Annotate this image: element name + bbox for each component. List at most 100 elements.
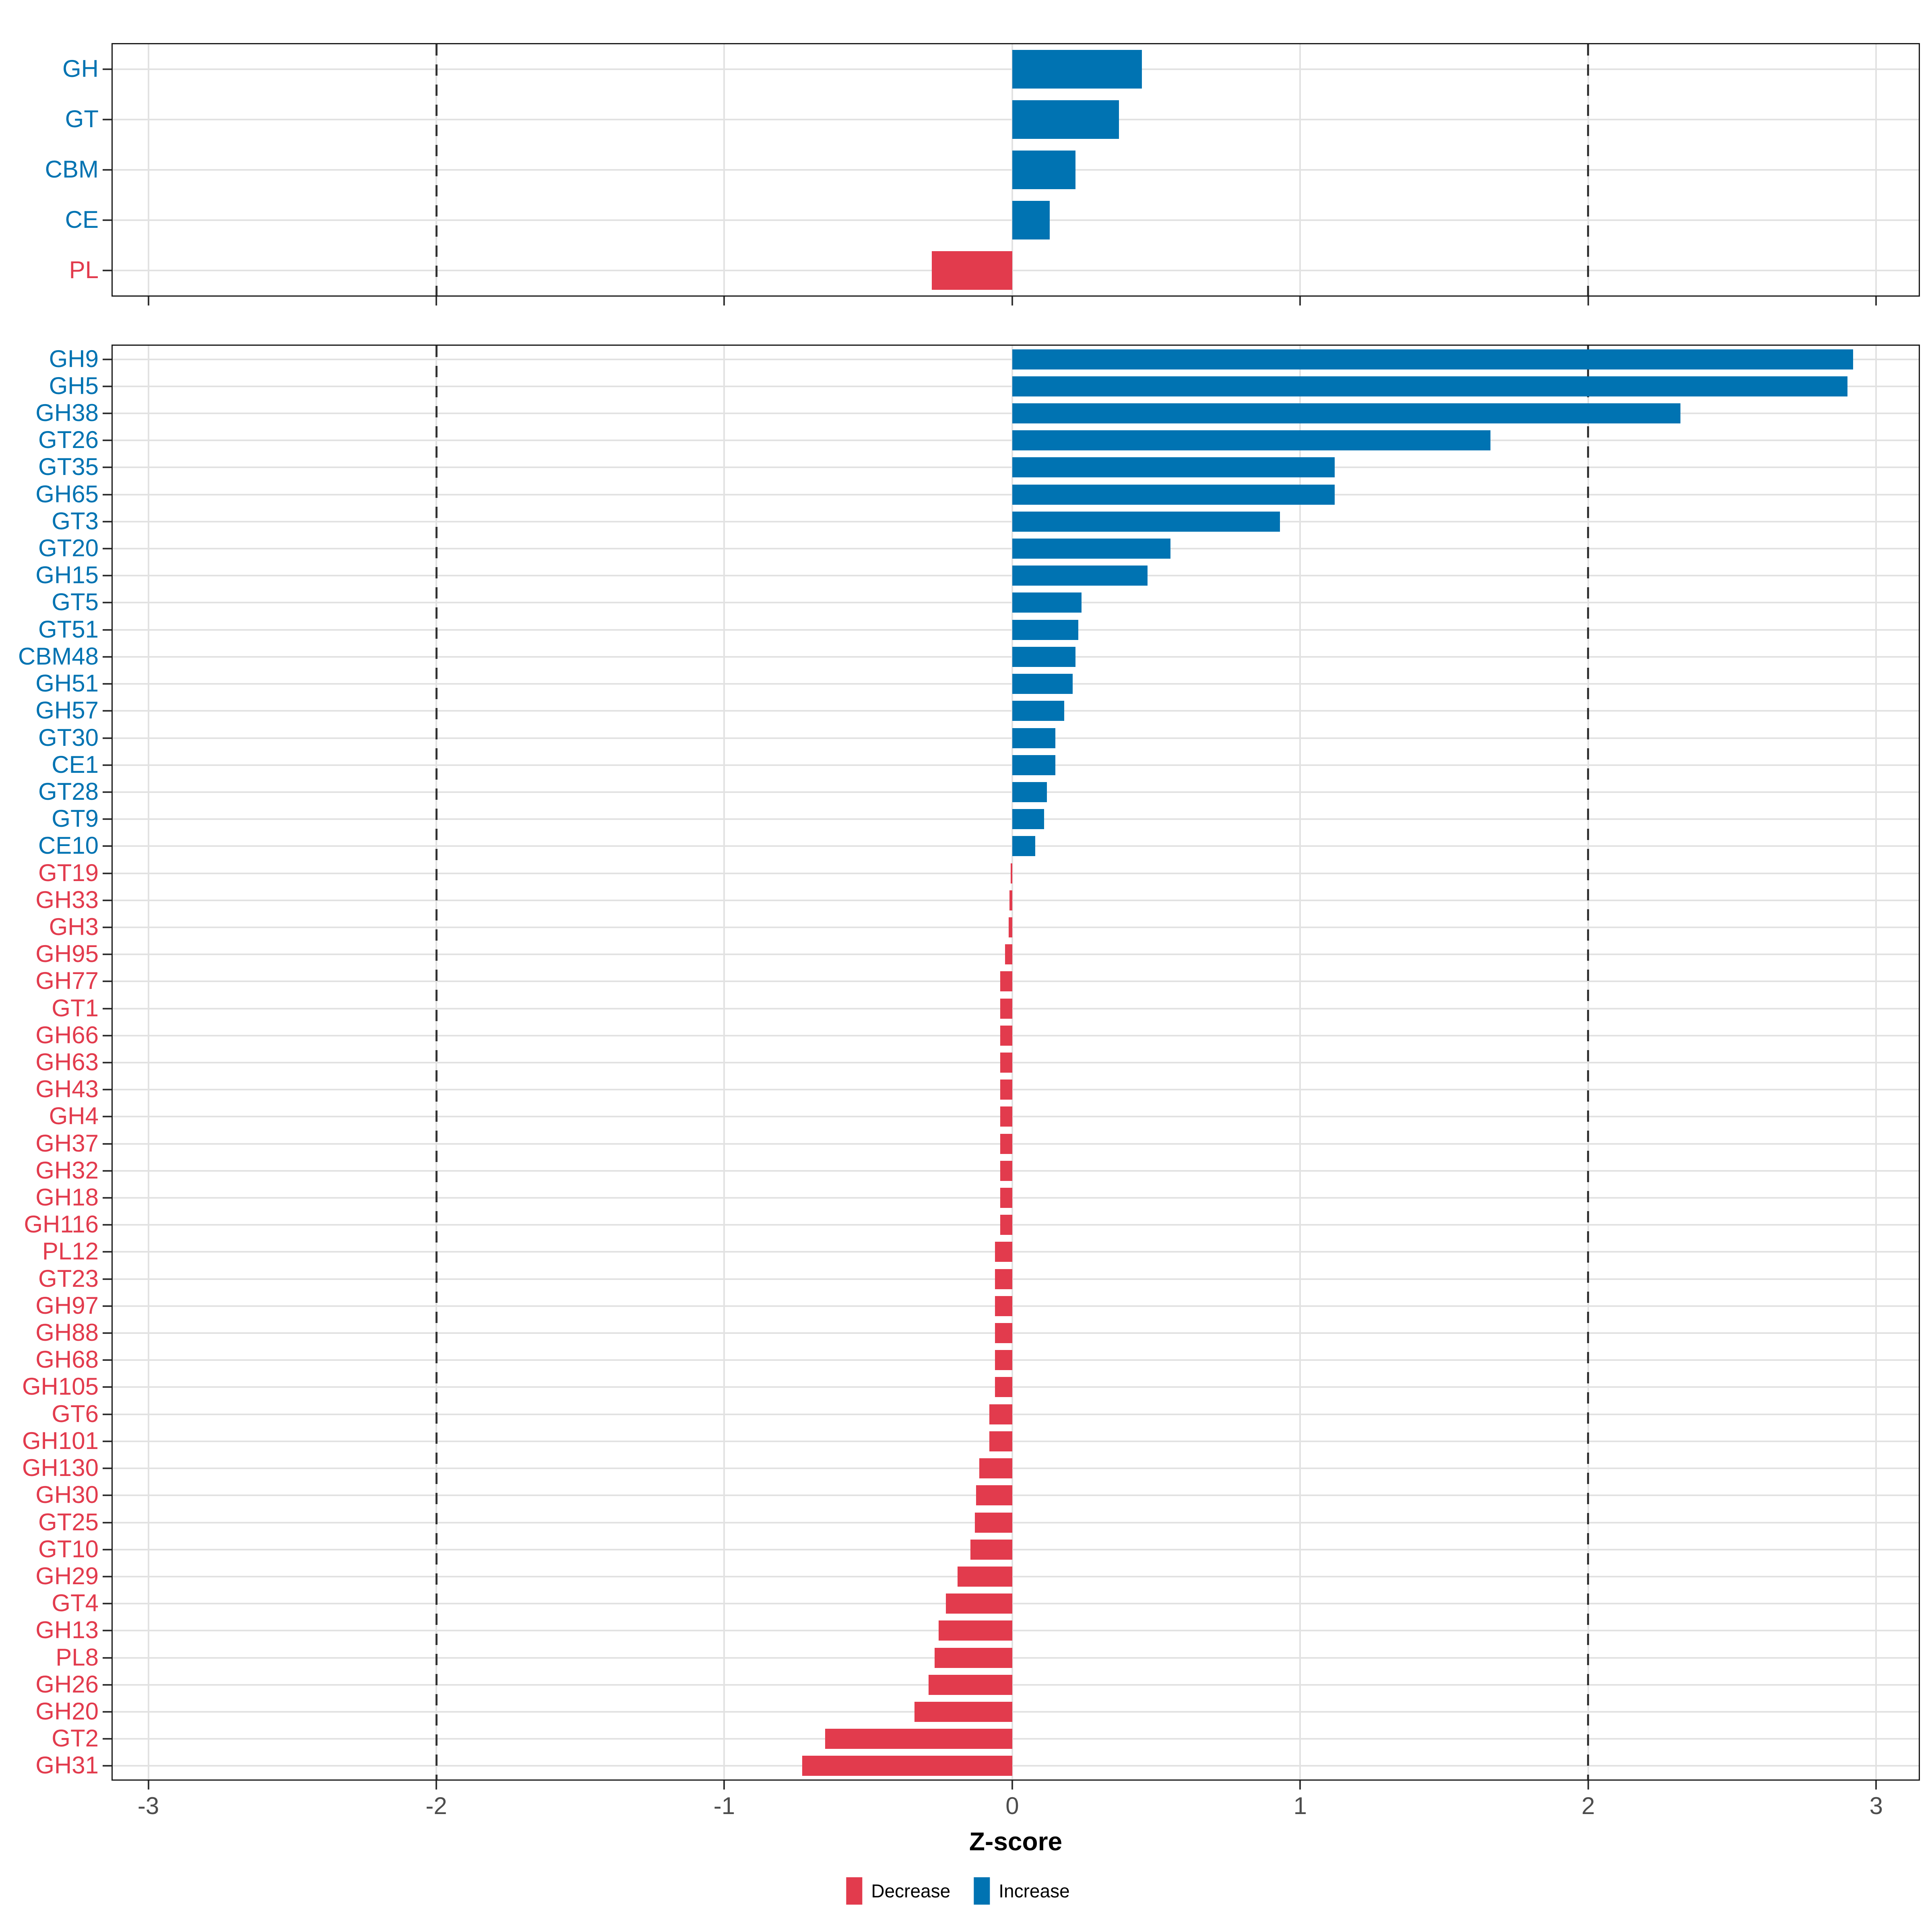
y-axis-tick bbox=[103, 1521, 111, 1523]
bar-GH68 bbox=[995, 1350, 1012, 1371]
horizontal-gridline bbox=[113, 1143, 1919, 1145]
panel-family-summary bbox=[111, 43, 1920, 297]
bar-GH88 bbox=[995, 1323, 1012, 1344]
x-tick-label: 3 bbox=[1869, 1792, 1883, 1819]
bar-GT10 bbox=[970, 1539, 1012, 1560]
bar-GH31 bbox=[802, 1756, 1012, 1776]
horizontal-gridline bbox=[113, 1468, 1919, 1470]
y-axis-tick bbox=[103, 602, 111, 604]
y-axis-tick bbox=[103, 1359, 111, 1361]
bar-GH18 bbox=[1000, 1188, 1012, 1208]
x-axis-tick bbox=[1011, 297, 1013, 305]
y-axis-tick bbox=[103, 1170, 111, 1172]
y-axis-tick bbox=[103, 1089, 111, 1091]
dashed-reference-line bbox=[1587, 44, 1589, 295]
horizontal-gridline bbox=[113, 1575, 1919, 1577]
y-axis-tick bbox=[103, 219, 111, 221]
horizontal-gridline bbox=[113, 1711, 1919, 1713]
horizontal-gridline bbox=[113, 1224, 1919, 1226]
bar-GH5 bbox=[1012, 376, 1847, 396]
bar-GH97 bbox=[995, 1296, 1012, 1316]
category-label-GT20: GT20 bbox=[38, 534, 99, 561]
category-label-GH29: GH29 bbox=[35, 1562, 99, 1589]
x-tick-label: -3 bbox=[137, 1792, 159, 1819]
horizontal-gridline bbox=[113, 899, 1919, 901]
legend-label-decrease: Decrease bbox=[871, 1880, 951, 1901]
bar-GT30 bbox=[1012, 728, 1056, 748]
x-axis-tick bbox=[147, 1781, 149, 1790]
horizontal-gridline bbox=[113, 1007, 1919, 1009]
bar-GH37 bbox=[1000, 1133, 1012, 1154]
bar-GH65 bbox=[1012, 484, 1335, 505]
y-axis-tick bbox=[103, 926, 111, 928]
horizontal-gridline bbox=[113, 1062, 1919, 1063]
x-axis-tick bbox=[1587, 297, 1589, 305]
y-axis-tick bbox=[103, 845, 111, 847]
category-label-GT2: GT2 bbox=[52, 1724, 99, 1752]
x-axis-tick bbox=[1011, 1781, 1013, 1790]
horizontal-gridline bbox=[113, 926, 1919, 928]
category-label-GT30: GT30 bbox=[38, 724, 99, 751]
bar-GT2 bbox=[825, 1729, 1012, 1749]
panel-subfamily-detail bbox=[111, 345, 1920, 1781]
horizontal-gridline bbox=[113, 1494, 1919, 1496]
x-axis-tick bbox=[1875, 297, 1877, 305]
horizontal-gridline bbox=[113, 872, 1919, 874]
y-axis-tick bbox=[103, 1548, 111, 1550]
x-axis-tick bbox=[147, 297, 149, 305]
horizontal-gridline bbox=[113, 1548, 1919, 1550]
category-label-GH4: GH4 bbox=[49, 1102, 99, 1130]
bar-GT9 bbox=[1012, 809, 1044, 830]
y-axis-tick bbox=[103, 710, 111, 712]
bar-GH105 bbox=[995, 1377, 1012, 1397]
y-axis-tick bbox=[103, 413, 111, 415]
bar-CE10 bbox=[1012, 836, 1036, 857]
bar-GH66 bbox=[1000, 1025, 1012, 1046]
category-label-GH33: GH33 bbox=[35, 886, 99, 913]
dashed-reference-line bbox=[1587, 346, 1589, 1779]
horizontal-gridline bbox=[113, 1738, 1919, 1740]
bar-GT3 bbox=[1012, 511, 1280, 532]
category-label-GH30: GH30 bbox=[35, 1481, 99, 1509]
category-label-GH20: GH20 bbox=[35, 1697, 99, 1725]
category-label-GH9: GH9 bbox=[49, 345, 99, 372]
category-label-GT9: GT9 bbox=[52, 805, 99, 832]
category-label-CBM48: CBM48 bbox=[18, 642, 99, 670]
category-label-GT26: GT26 bbox=[38, 426, 99, 454]
horizontal-gridline bbox=[113, 1305, 1919, 1307]
y-axis-tick bbox=[103, 980, 111, 983]
horizontal-gridline bbox=[113, 1089, 1919, 1091]
category-label-GT1: GT1 bbox=[52, 994, 99, 1022]
x-axis-title: Z-score bbox=[969, 1827, 1063, 1856]
category-label-GH3: GH3 bbox=[49, 913, 99, 940]
horizontal-gridline bbox=[113, 1251, 1919, 1253]
y-axis-tick bbox=[103, 737, 111, 739]
x-axis-tick bbox=[1587, 1781, 1589, 1790]
category-label-GH130: GH130 bbox=[22, 1454, 99, 1481]
y-axis-tick bbox=[103, 385, 111, 387]
category-label-GT25: GT25 bbox=[38, 1508, 99, 1536]
category-label-GH15: GH15 bbox=[35, 561, 99, 589]
category-label-GT10: GT10 bbox=[38, 1535, 99, 1563]
y-axis-tick bbox=[103, 1251, 111, 1253]
horizontal-gridline bbox=[113, 1684, 1919, 1686]
bar-CBM48 bbox=[1012, 646, 1076, 667]
y-axis-tick bbox=[103, 548, 111, 550]
y-axis-tick bbox=[103, 1765, 111, 1767]
category-label-GH: GH bbox=[62, 55, 99, 83]
y-axis-tick bbox=[103, 1468, 111, 1470]
y-axis-tick bbox=[103, 899, 111, 901]
y-axis-tick bbox=[103, 1630, 111, 1632]
category-label-GH32: GH32 bbox=[35, 1156, 99, 1184]
legend-label-increase: Increase bbox=[999, 1880, 1070, 1901]
horizontal-gridline bbox=[113, 1278, 1919, 1280]
x-axis-tick bbox=[436, 1781, 438, 1790]
category-label-GH18: GH18 bbox=[35, 1183, 99, 1211]
bar-GH116 bbox=[1000, 1215, 1012, 1235]
category-label-GH26: GH26 bbox=[35, 1670, 99, 1698]
bar-GH101 bbox=[989, 1431, 1012, 1451]
x-axis-tick bbox=[723, 297, 725, 305]
horizontal-gridline bbox=[113, 1765, 1919, 1767]
bar-GT23 bbox=[995, 1269, 1012, 1289]
